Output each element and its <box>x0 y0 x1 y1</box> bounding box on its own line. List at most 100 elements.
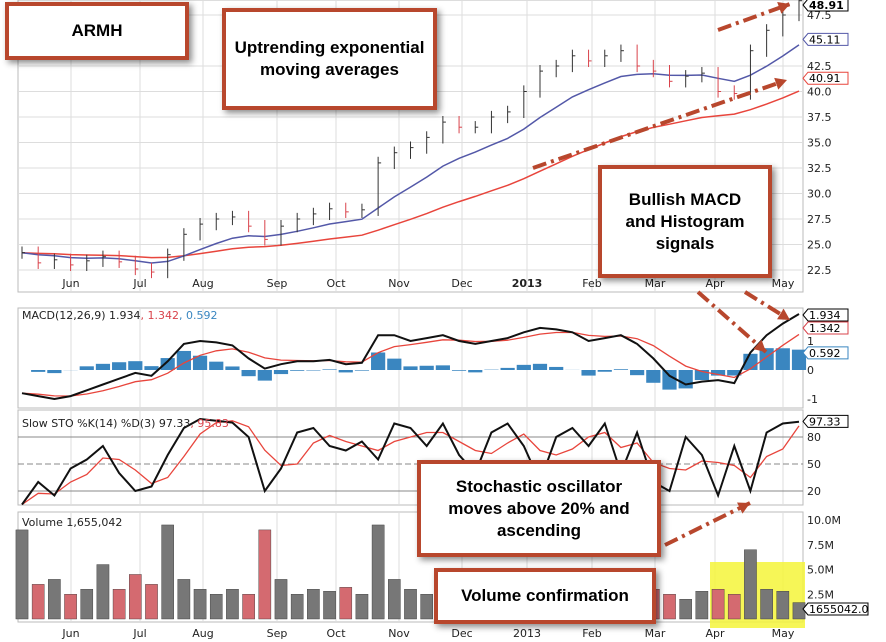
macd-histogram-bar <box>468 370 483 373</box>
macd-histogram-bar <box>646 370 661 383</box>
arrow-ema-icon <box>532 78 788 170</box>
price-last-label-tag <box>802 0 849 12</box>
macd-histogram-bar <box>225 366 240 370</box>
ema-slow-label-tag <box>802 71 849 85</box>
macd-histogram-bar <box>273 370 289 375</box>
macd-histogram-bar <box>112 362 127 370</box>
volume-bar <box>96 564 110 620</box>
ema-fast-label: 45.11 <box>809 33 841 46</box>
volume-bar <box>145 584 158 620</box>
macd-histogram-bar <box>791 349 807 370</box>
sto-tick-label: 50 <box>807 458 821 471</box>
month-label-top: Oct <box>326 277 346 290</box>
macd-histogram-bar <box>419 365 434 370</box>
macd-title-part: MACD(12,26,9) 1.934 <box>22 309 141 322</box>
volume-bar <box>161 524 174 620</box>
month-label-top: Feb <box>582 277 601 290</box>
macd-title: MACD(12,26,9) 1.934, 1.342, 0.592 <box>22 309 218 322</box>
month-label-bottom: Oct <box>326 627 346 640</box>
price-tick-label: 25.0 <box>807 239 832 252</box>
volume-bar <box>420 594 433 620</box>
volume-bar <box>80 589 94 620</box>
macd-histogram-bar <box>549 366 564 370</box>
volume-bar <box>64 594 77 620</box>
volume-bar <box>727 594 741 620</box>
macd-histogram-bar <box>630 370 645 376</box>
volume-bar <box>323 591 336 620</box>
volume-last-label: 1655042.0 <box>809 603 869 616</box>
month-label-bottom: Apr <box>705 627 725 640</box>
arrow-macd-2-icon-head <box>777 308 790 320</box>
month-label-top: Jul <box>132 277 146 290</box>
price-last-label: 48.91 <box>809 0 844 12</box>
macd-histogram-bar <box>403 366 418 370</box>
price-tick-label: 42.5 <box>807 60 832 73</box>
ema-slow-line <box>21 90 800 259</box>
volume-title: Volume 1,655,042 <box>22 516 122 529</box>
volume-bar <box>695 591 709 620</box>
volume-bar <box>15 529 29 620</box>
volume-annotation: Volume confirmation <box>434 568 656 624</box>
macd-histogram-bar <box>354 370 370 371</box>
macd-histogram-bar <box>290 370 305 371</box>
volume-bar <box>388 579 401 620</box>
macd-tick-label: 0 <box>807 364 814 377</box>
arrow-macd-icon <box>696 290 768 354</box>
sto-title-part: Slow STO %K(14) %D(3) 97.33 <box>22 417 190 430</box>
month-label-top: Sep <box>267 277 288 290</box>
macd-histogram-bar <box>338 370 353 373</box>
macd-signal-value-label: 1.342 <box>809 322 841 335</box>
month-label-top: Aug <box>192 277 213 290</box>
macd-histogram-bar <box>451 370 467 371</box>
macd-histogram-bar <box>775 348 790 370</box>
price-tick-label: 32.5 <box>807 162 832 175</box>
month-label-bottom: Feb <box>582 627 601 640</box>
price-tick-label: 47.5 <box>807 9 832 22</box>
volume-tick-label: 10.0M <box>807 514 841 527</box>
volume-bar <box>760 589 773 620</box>
arrow-price-icon <box>717 2 791 32</box>
volume-highlight <box>710 562 805 628</box>
macd-histogram-bar <box>160 358 175 370</box>
macd-histogram-bar <box>581 370 596 376</box>
volume-bar <box>290 594 304 620</box>
volume-bar <box>258 529 272 620</box>
macd-value-label: 1.934 <box>809 309 841 322</box>
price-tick-label: 30.0 <box>807 188 832 201</box>
ema-slow-label: 40.91 <box>809 72 841 85</box>
sto-annotation: Stochastic oscillator moves above 20% an… <box>417 460 661 557</box>
volume-tick-label: 7.5M <box>807 539 834 552</box>
macd-histogram-bar <box>47 370 62 374</box>
volume-bar <box>663 594 676 620</box>
arrow-ema-icon-head <box>774 77 787 90</box>
panel-frame <box>17 409 804 506</box>
volume-tick-label: 5.0M <box>807 564 834 577</box>
arrow-macd-icon-head <box>753 339 766 352</box>
price-tick-label: 37.5 <box>807 111 832 124</box>
arrow-sto-icon-head <box>737 502 750 514</box>
month-label-top: Apr <box>705 277 725 290</box>
volume-bar <box>711 589 725 620</box>
volume-bar <box>209 594 223 620</box>
macd-histogram-bar <box>694 370 709 381</box>
macd-histogram-bar <box>500 367 515 370</box>
sto-value-label: 97.33 <box>809 415 841 428</box>
price-tick-label: 40.0 <box>807 86 832 99</box>
sto-d-line <box>21 420 800 506</box>
macd-histogram-bar <box>322 369 337 370</box>
panel-frame <box>17 307 804 409</box>
volume-bar <box>177 579 191 620</box>
month-label-top: Dec <box>451 277 472 290</box>
volume-bar <box>776 591 790 620</box>
month-label-bottom: Aug <box>192 627 213 640</box>
volume-bar <box>193 589 207 620</box>
arrow-macd-2-icon <box>743 290 792 322</box>
macd-histogram-bar <box>516 364 531 370</box>
ema-fast-label-tag <box>802 32 849 46</box>
macd-histogram-bar <box>759 348 774 370</box>
macd-histogram-bar <box>613 369 629 370</box>
macd-histogram-bar <box>144 366 159 370</box>
month-label-top: 2013 <box>512 277 543 290</box>
volume-bar <box>112 589 126 620</box>
